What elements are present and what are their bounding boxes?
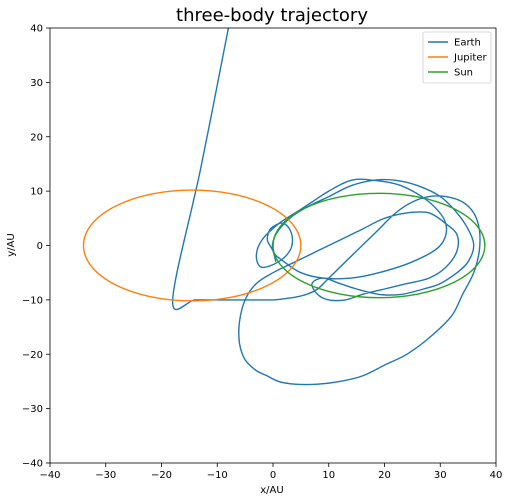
chart-title: three-body trajectory	[176, 5, 368, 26]
plot-area	[82, 28, 486, 386]
x-tick-label: 20	[378, 470, 391, 481]
legend-label-jupiter: Jupiter	[453, 53, 487, 64]
x-tick-label: 0	[270, 470, 276, 481]
legend-label-earth: Earth	[454, 38, 481, 49]
x-axis: −40 −30 −20 −10 0 10 20 30 40	[39, 463, 502, 481]
series-group	[82, 28, 486, 386]
y-tick-label: 0	[37, 241, 43, 252]
x-tick-label: −40	[39, 470, 60, 481]
y-tick-label: 10	[30, 187, 43, 198]
x-tick-label: −30	[95, 470, 116, 481]
y-axis-label: y/AU	[6, 233, 17, 256]
x-tick-label: 30	[434, 470, 447, 481]
y-axis: −40 −30 −20 −10 0 10 20 30 40	[22, 24, 50, 470]
y-tick-label: −30	[22, 404, 43, 415]
y-tick-label: −20	[22, 350, 43, 361]
legend: Earth Jupiter Sun	[422, 31, 492, 84]
x-axis-label: x/AU	[260, 485, 283, 496]
legend-box	[422, 31, 492, 84]
legend-label-sun: Sun	[454, 68, 473, 79]
series-sun-line	[272, 192, 486, 299]
x-tick-label: 10	[322, 470, 335, 481]
y-tick-label: 40	[30, 24, 43, 35]
x-tick-label: −10	[207, 470, 228, 481]
y-tick-label: −40	[22, 459, 43, 470]
y-tick-label: 20	[30, 132, 43, 143]
x-tick-label: 40	[490, 470, 503, 481]
y-tick-label: −10	[22, 295, 43, 306]
y-tick-label: 30	[30, 78, 43, 89]
series-earth-line	[171, 28, 481, 386]
series-jupiter-line	[82, 189, 302, 302]
x-tick-label: −20	[151, 470, 172, 481]
